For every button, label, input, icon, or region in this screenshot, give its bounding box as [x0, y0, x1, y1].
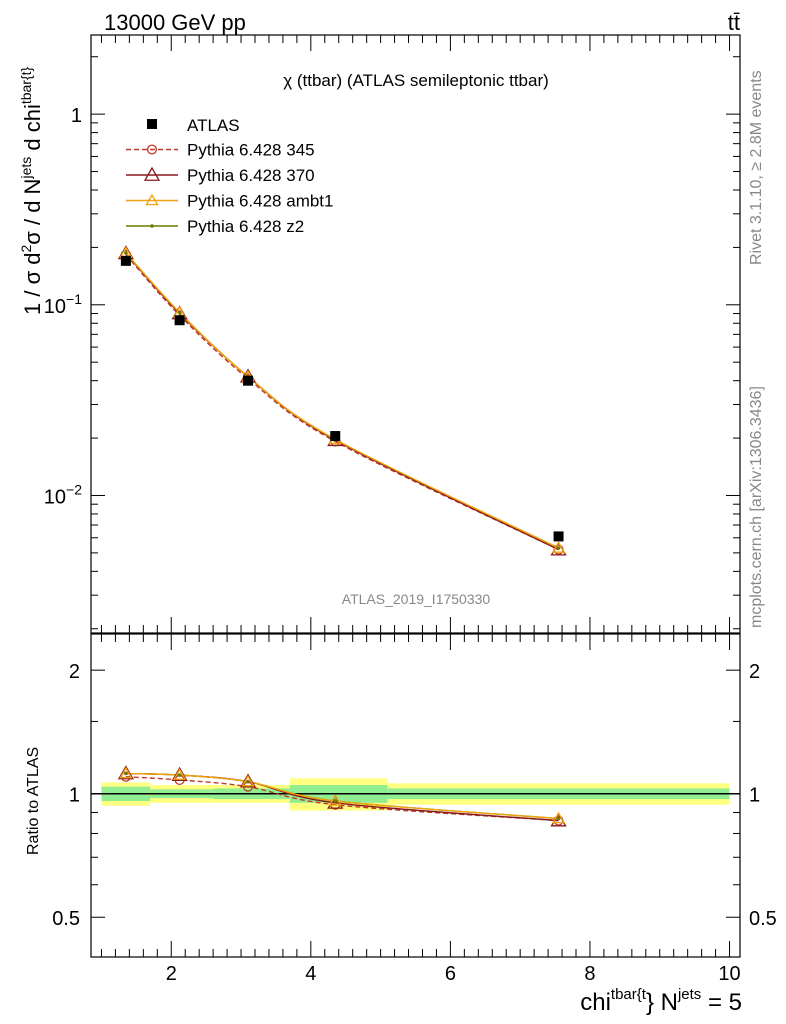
series-3-ratio-marker [246, 779, 250, 784]
series-3-ratio-marker [177, 773, 182, 777]
series-3-line [125, 252, 559, 549]
chart-title: χ (ttbar) (ATLAS semileptonic ttbar) [283, 71, 549, 90]
x-tick-label: 8 [584, 963, 595, 985]
energy-label: 13000 GeV pp [104, 10, 246, 35]
series-3-ratio-marker [333, 799, 338, 803]
atlas-data-point [330, 431, 341, 442]
ratio-y-tick-label: 2 [749, 661, 760, 683]
x-tick-label: 10 [718, 963, 740, 985]
ratio-series-markers [117, 765, 567, 827]
main-x-ticks [100, 35, 731, 633]
series-0-line [125, 254, 559, 551]
legend-series-0-marker [146, 144, 158, 155]
series-3-marker [124, 251, 128, 255]
main-y-axis-label: 1 / σ d2σ / d Njets d chitbar{t} [18, 66, 45, 315]
atlas-data-point [243, 375, 254, 386]
ratio-y-axis-label: Ratio to ATLAS [25, 747, 42, 855]
mcplots-label: mcplots.cern.ch [arXiv:1306.3436] [748, 386, 765, 628]
series-2-ratio-marker [119, 766, 133, 779]
main-panel: 1 10−1 10−2 χ (ttbar) (ATLAS semileptonic … [18, 34, 741, 634]
series-2-line [125, 252, 559, 549]
x-tick-label: 4 [305, 963, 316, 985]
legend: ATLAS Pythia 6.428 345 Pythia 6.428 370 Pyt… [126, 116, 333, 236]
series-2-ratio-marker [241, 774, 255, 787]
legend-series-1-marker [143, 166, 161, 181]
rivet-label: Rivet 3.1.10, ≥ 2.8M events [748, 70, 765, 265]
series-3-ratio-marker [556, 816, 561, 821]
series-2-ratio-marker [328, 794, 342, 806]
legend-series-3-marker [150, 224, 154, 228]
ratio-x-ticks: 2 4 6 8 10 [100, 634, 741, 985]
series-1-line [125, 252, 559, 551]
ratio-y-tick-label: 1 [749, 785, 760, 807]
x-tick-label: 6 [445, 963, 456, 985]
main-y-tick-label: 1 [71, 105, 82, 127]
series-3-marker [177, 310, 182, 315]
series-2-ratio-line [125, 772, 559, 820]
ratio-panel: 0.5 0.5 1 1 2 2 2 4 6 8 10 Ratio to ATLAS [25, 633, 777, 985]
atlas-data-point [174, 315, 185, 326]
main-y-tick-label: 10−2 [44, 481, 82, 508]
atlas-data-points [120, 255, 564, 542]
x-tick-label: 2 [166, 963, 177, 985]
x-axis-label: chitbar{t} Njets = 5 [580, 986, 742, 1016]
process-label: tt̄ [728, 10, 740, 35]
legend-series-0-label: Pythia 6.428 345 [187, 141, 315, 160]
ratio-y-tick-label: 2 [69, 661, 80, 683]
analysis-label: ATLAS_2019_I1750330 [342, 591, 491, 607]
series-2-marker [551, 541, 566, 553]
atlas-data-point [553, 531, 564, 542]
main-y-ticks: 1 10−1 10−2 [44, 56, 740, 630]
series-1-ratio-marker [239, 773, 257, 788]
main-series-markers [117, 245, 567, 556]
ratio-uncertainty-bands [91, 778, 740, 811]
series-1-ratio-marker [117, 765, 135, 780]
series-3-marker [556, 546, 561, 550]
series-3-ratio-marker [124, 771, 128, 776]
ratio-y-tick-label: 0.5 [749, 908, 777, 930]
ratio-frame [90, 633, 741, 958]
legend-series-3-label: Pythia 6.428 z2 [187, 217, 304, 236]
legend-series-2-marker [145, 193, 159, 206]
legend-series-1-label: Pythia 6.428 370 [187, 166, 315, 185]
ratio-y-tick-label: 0.5 [52, 908, 80, 930]
ratio-y-tick-label: 1 [69, 785, 80, 807]
atlas-data-point [120, 255, 131, 266]
main-y-tick-label: 10−1 [44, 291, 82, 318]
legend-series-2-label: Pythia 6.428 ambt1 [187, 192, 333, 211]
ratio-y-ticks: 0.5 0.5 1 1 2 2 [52, 661, 777, 958]
main-series-lines [125, 252, 559, 551]
series-2-ratio-marker [173, 768, 187, 780]
series-2-ratio-marker [551, 811, 566, 824]
series-1-ratio-marker [171, 766, 188, 782]
legend-atlas-label: ATLAS [187, 116, 240, 135]
legend-atlas-marker [147, 119, 157, 129]
